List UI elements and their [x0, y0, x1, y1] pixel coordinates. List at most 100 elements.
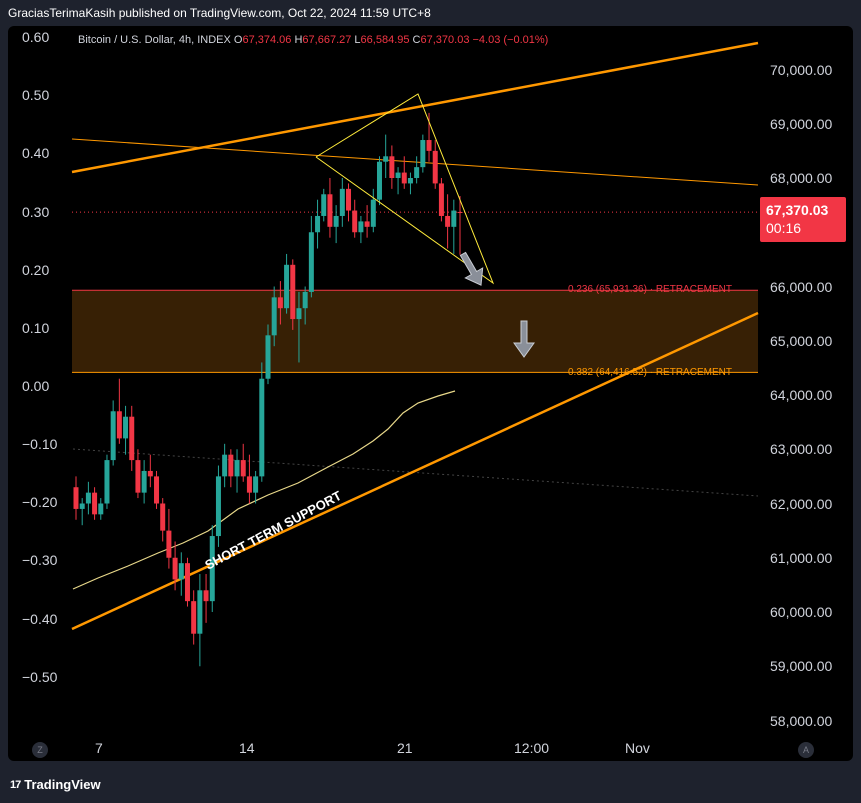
candle-body: [308, 232, 314, 292]
candle-body: [364, 221, 370, 227]
last-price: 67,370.03: [766, 202, 829, 218]
candle-body: [265, 335, 271, 379]
candle-body: [154, 476, 160, 504]
time-tick-label: 21: [397, 740, 413, 756]
candle-body: [302, 291, 308, 309]
candle-body: [184, 563, 190, 602]
candle-body: [228, 454, 234, 477]
auto-scale-z-button[interactable]: Z: [32, 742, 48, 758]
time-tick-label: Nov: [625, 740, 650, 756]
candle-body: [166, 530, 172, 558]
fib-236-label[interactable]: 0.236 (65,931.36) · RETRACEMENT: [568, 284, 732, 295]
time-tick-label: 7: [95, 740, 103, 756]
tradingview-logo[interactable]: 17 TradingView: [10, 777, 101, 792]
price-tick-label: 64,000.00: [770, 387, 833, 403]
candle-body: [426, 140, 432, 151]
percent-tick-label: −0.30: [22, 552, 58, 569]
candle-body: [339, 188, 345, 216]
descending-resistance-line: [71, 138, 759, 186]
candle-body: [215, 476, 221, 537]
price-tick-label: 61,000.00: [770, 549, 833, 566]
candle-body: [358, 221, 364, 233]
candle-body: [178, 563, 184, 580]
percent-tick-label: 0.00: [22, 378, 50, 394]
candle-body: [104, 460, 110, 504]
background-trend-line: [72, 448, 759, 497]
candle-body: [277, 297, 283, 309]
candle-body: [438, 183, 444, 216]
percent-tick-label: 0.50: [22, 87, 50, 104]
candle-body: [79, 503, 85, 509]
arrow-down-1: [459, 251, 484, 286]
candle-body: [191, 601, 197, 634]
change-value: −4.03 (−0.01%): [472, 34, 549, 46]
candle-body: [141, 470, 147, 493]
candle-body: [370, 199, 376, 227]
fib-382-label[interactable]: 0.382 (64,416.52) · RETRACEMENT: [568, 367, 732, 378]
publish-header: GraciasTerimaKasih published on TradingV…: [0, 0, 861, 26]
high-value: 67,667.27: [302, 34, 352, 46]
percent-tick-label: 0.10: [22, 319, 50, 336]
arrow-down-2-shape: [513, 320, 535, 358]
open-label: O: [233, 34, 243, 46]
price-tick-label: 60,000.00: [770, 604, 833, 620]
candle-body: [234, 460, 240, 477]
candle-body: [445, 215, 451, 227]
price-tick-label: 62,000.00: [770, 495, 833, 512]
publish-info: GraciasTerimaKasih published on TradingV…: [8, 6, 431, 20]
candle-body: [222, 454, 228, 477]
fib-zone: [72, 290, 758, 373]
candle-body: [315, 215, 321, 233]
candle-body: [85, 492, 91, 504]
time-tick-label: 14: [239, 740, 255, 756]
chart-pane[interactable]: SHORT TERM SUPPORT Bitcoin / U.S. Dollar…: [8, 26, 853, 761]
candle-body: [296, 308, 302, 320]
close-label: C: [412, 34, 421, 46]
price-tick-label: 58,000.00: [770, 712, 833, 729]
symbol-legend: Bitcoin / U.S. Dollar, 4h, INDEX O67,374…: [78, 34, 548, 46]
price-tick-label: 59,000.00: [770, 658, 833, 675]
price-tick-label: 70,000.00: [770, 61, 833, 78]
percent-tick-label: 0.60: [22, 29, 50, 46]
candle-body: [209, 536, 215, 602]
chart-canvas[interactable]: SHORT TERM SUPPORT: [8, 26, 853, 761]
candle-body: [401, 172, 407, 184]
price-tick-label: 66,000.00: [770, 278, 833, 295]
candle-body: [259, 378, 265, 477]
candle-body: [451, 210, 457, 227]
candle-body: [203, 590, 209, 602]
arrow-down-2: [513, 320, 535, 358]
candle-body: [407, 178, 413, 184]
candle-body: [395, 172, 401, 178]
candle-body: [92, 492, 98, 515]
candle-body: [457, 211, 463, 213]
candle-body: [284, 264, 290, 309]
falling-wedge: [315, 93, 495, 285]
candle-body: [110, 411, 116, 461]
candle-body: [73, 487, 79, 509]
bar-countdown: 00:16: [766, 220, 802, 236]
price-tick-label: 68,000.00: [770, 170, 833, 186]
candle-body: [327, 194, 333, 227]
candle-body: [123, 416, 129, 439]
open-value: 67,374.06: [242, 34, 292, 46]
candle-body: [197, 590, 203, 634]
price-tick-label: 69,000.00: [770, 115, 833, 132]
low-label: L: [354, 34, 361, 46]
candle-body: [172, 557, 178, 580]
percent-tick-label: 0.30: [22, 203, 50, 220]
symbol-name[interactable]: Bitcoin / U.S. Dollar, 4h, INDEX: [78, 34, 231, 46]
short-term-support-label: SHORT TERM SUPPORT: [202, 488, 344, 573]
high-label: H: [294, 34, 303, 46]
auto-scale-a-button[interactable]: A: [798, 742, 814, 758]
candle-body: [160, 503, 166, 531]
candle-body: [383, 156, 389, 162]
candle-body: [253, 476, 259, 493]
candle-body: [147, 470, 153, 477]
candle-body: [271, 297, 277, 336]
price-tick-label: 65,000.00: [770, 332, 833, 349]
tradingview-logo-icon: 17: [10, 778, 21, 791]
moving-average-line: [72, 390, 456, 590]
candle-body: [414, 167, 420, 178]
price-tick-label: 63,000.00: [770, 441, 833, 458]
